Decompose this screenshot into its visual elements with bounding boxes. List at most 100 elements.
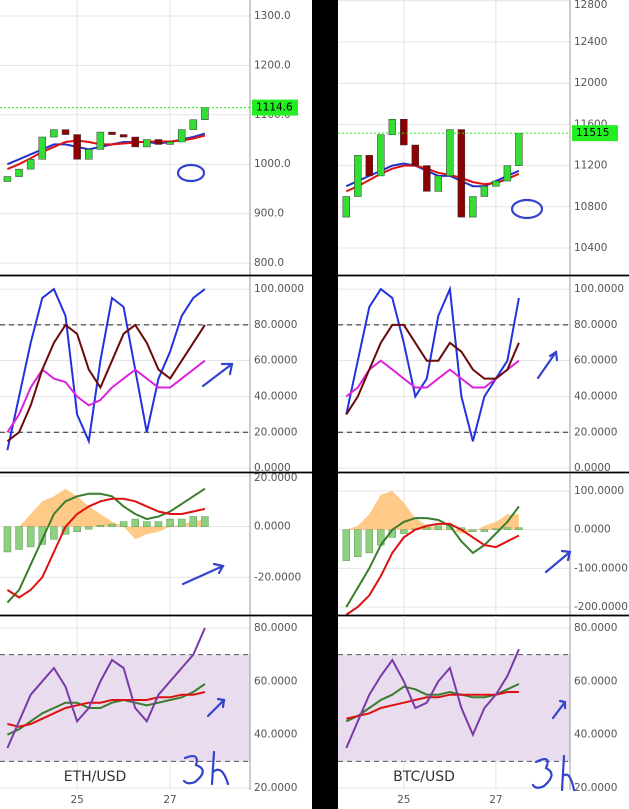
y-tick-label: 20.0000 [254, 782, 297, 794]
candle [119, 134, 128, 138]
candle [480, 185, 489, 197]
candle [503, 165, 512, 182]
x-tick-label: 27 [489, 794, 502, 806]
pane [338, 616, 570, 790]
series-line [345, 285, 520, 442]
candle [434, 175, 443, 192]
histogram-bar [469, 529, 477, 532]
last-price-box [252, 99, 298, 116]
series-line [6, 627, 206, 749]
histogram-bar [50, 526, 58, 540]
pane [0, 616, 250, 790]
y-tick-label: 0.0000 [254, 462, 291, 474]
candle [446, 129, 454, 177]
y-tick-label: 100.0000 [254, 283, 304, 295]
y-tick-label: 10800 [574, 201, 607, 213]
histogram-bar [108, 523, 116, 527]
histogram-bar [515, 527, 523, 530]
y-tick-label: 0.0000 [574, 524, 611, 536]
y-tick-label: 80.0000 [574, 622, 617, 634]
arrow-note [181, 562, 225, 586]
histogram-bar [73, 526, 81, 532]
histogram-bar [96, 525, 105, 527]
x-tick-label: 25 [70, 794, 83, 806]
series-line [345, 164, 520, 193]
histogram-bar [3, 526, 12, 553]
y-tick-label: 100.0000 [574, 283, 624, 295]
y-tick-label: 20.0000 [254, 426, 297, 438]
series-line [345, 505, 520, 608]
handwritten-notes [176, 163, 576, 792]
y-tick-label: 40.0000 [574, 390, 617, 402]
candle [377, 134, 385, 177]
histogram-bar [119, 521, 128, 527]
y-tick-label: 12000 [574, 77, 607, 89]
candle [400, 119, 408, 146]
histogram-bar [15, 526, 23, 550]
y-tick-label: 80.0000 [574, 319, 617, 331]
y-tick-label: 12800 [574, 0, 607, 11]
candle [50, 129, 58, 138]
candle [457, 129, 466, 218]
candle [388, 119, 397, 135]
arrow-note [201, 362, 234, 388]
candle [85, 149, 93, 160]
histogram-bar [189, 516, 198, 527]
candle [166, 141, 174, 145]
candle [515, 132, 523, 166]
candle [108, 131, 116, 135]
y-tick-label: 800.0 [254, 257, 284, 269]
area [346, 491, 519, 534]
y-tick-label: 60.0000 [574, 355, 617, 367]
histogram-bar [177, 518, 186, 527]
candle [365, 155, 374, 177]
series-line [6, 497, 206, 599]
y-tick-label: -20.0000 [254, 571, 301, 583]
histogram-bar [492, 528, 500, 530]
pane [0, 276, 250, 472]
series-line [6, 287, 206, 451]
histogram-bar [201, 516, 209, 527]
series-line [345, 359, 520, 398]
y-tick-label: 10400 [574, 242, 607, 254]
arrow-note [206, 697, 226, 718]
series-line [346, 691, 519, 720]
histogram-bar [423, 527, 431, 530]
circle-note [176, 163, 206, 183]
histogram-bar [38, 526, 47, 545]
symbol-label: BTC/USD [393, 769, 455, 785]
histogram-bar [154, 521, 163, 527]
histogram-bar [342, 529, 350, 561]
timeframe-note [182, 750, 230, 786]
y-tick-label: 60.0000 [574, 675, 617, 687]
pane [0, 0, 250, 275]
last-price-box [572, 125, 618, 142]
y-tick-label: 80.0000 [254, 622, 297, 634]
histogram-bar [131, 518, 139, 527]
arrow-note [551, 699, 567, 720]
last-price-label: 11515 [576, 127, 609, 139]
candle [96, 131, 105, 150]
candle [342, 196, 350, 218]
candle [154, 139, 163, 145]
band [338, 654, 570, 762]
histogram-bar [365, 529, 374, 554]
pane [338, 276, 570, 472]
y-tick-label: 0.0000 [574, 462, 611, 474]
arrow-note [544, 549, 572, 574]
series-line [6, 487, 206, 604]
histogram-bar [143, 521, 151, 527]
series-line [345, 683, 520, 723]
y-tick-label: 11200 [574, 160, 607, 172]
series-line [345, 522, 520, 615]
candle [411, 144, 420, 166]
series-line [6, 683, 206, 736]
candle [492, 180, 500, 187]
y-tick-label: 1200.0 [254, 59, 291, 71]
candle [26, 159, 35, 170]
y-tick-label: 0.0000 [254, 521, 291, 533]
y-tick-label: 100.0000 [574, 485, 624, 497]
candle [38, 136, 47, 160]
series-line [345, 648, 520, 749]
histogram-bar [434, 525, 443, 530]
